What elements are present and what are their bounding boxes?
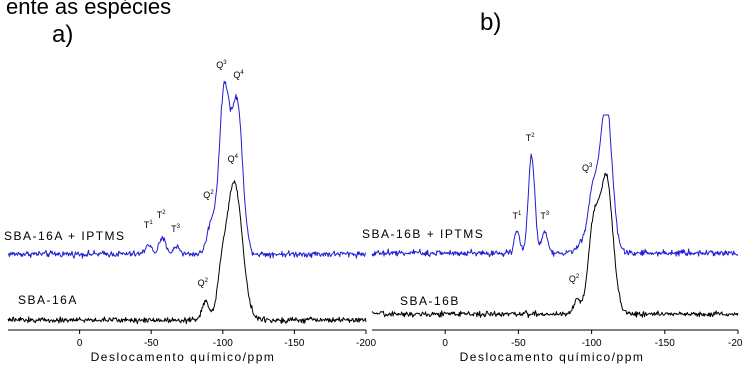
- spectrum-trace-pristine: [7, 180, 367, 325]
- panel-a-x-axis: 0 -50 -100 -150 -200: [8, 329, 376, 349]
- spectrum-trace-pristine: [371, 172, 739, 319]
- panel-b-trace-label-sba16b: SBA-16B: [400, 294, 460, 308]
- x-tick-label: -150: [655, 338, 675, 349]
- x-tick-label: -100: [582, 338, 602, 349]
- panel-b-x-axis: 0 -50 -100 -150 -200: [372, 329, 742, 349]
- x-tick-label: 0: [442, 338, 448, 349]
- panel-b: b) T1 T2 T3 Q3 Q2 0 -50 -100 -150 -200 Deslocame…: [362, 9, 742, 364]
- spectrum-trace-functionalized: [7, 80, 367, 259]
- header-text-cut: ente as espécies: [6, 0, 171, 19]
- peak-label-Q3: Q3: [216, 60, 227, 70]
- peak-label-Q2: Q2: [569, 274, 580, 284]
- x-tick-label: -50: [144, 338, 159, 349]
- spectrum-trace-functionalized: [371, 114, 739, 258]
- x-tick-label: -50: [511, 338, 526, 349]
- x-tick-label: -200: [728, 338, 742, 349]
- panel-a-trace-label-iptms: SBA-16A + IPTMS: [4, 229, 126, 243]
- peak-label-T3: T3: [171, 224, 181, 234]
- panel-a-label: a): [52, 21, 73, 48]
- panel-b-x-axis-label: Deslocamento químico/ppm: [460, 350, 645, 364]
- panel-b-trace-label-iptms: SBA-16B + IPTMS: [362, 227, 484, 241]
- peak-label-T2: T2: [157, 210, 167, 220]
- peak-label-Q3: Q3: [582, 163, 593, 173]
- peak-label-T3: T3: [540, 211, 550, 221]
- x-tick-label: -200: [356, 338, 376, 349]
- peak-label-Q2: Q2: [203, 190, 214, 200]
- x-tick-label: 0: [77, 338, 83, 349]
- x-tick-label: -100: [213, 338, 233, 349]
- panel-b-traces: T1 T2 T3 Q3 Q2: [371, 114, 739, 319]
- panel-b-label: b): [480, 9, 501, 36]
- x-tick-label: -150: [284, 338, 304, 349]
- peak-label-Q4: Q4: [233, 70, 244, 80]
- panel-a-x-axis-label: Deslocamento químico/ppm: [91, 350, 276, 364]
- panel-a-trace-label-sba16a: SBA-16A: [18, 293, 78, 307]
- peak-label-T2: T2: [526, 133, 536, 143]
- peak-label-T1: T1: [513, 211, 523, 221]
- peak-label-Q2: Q2: [198, 278, 209, 288]
- peak-label-T1: T1: [144, 220, 154, 230]
- peak-label-Q4: Q4: [228, 154, 239, 164]
